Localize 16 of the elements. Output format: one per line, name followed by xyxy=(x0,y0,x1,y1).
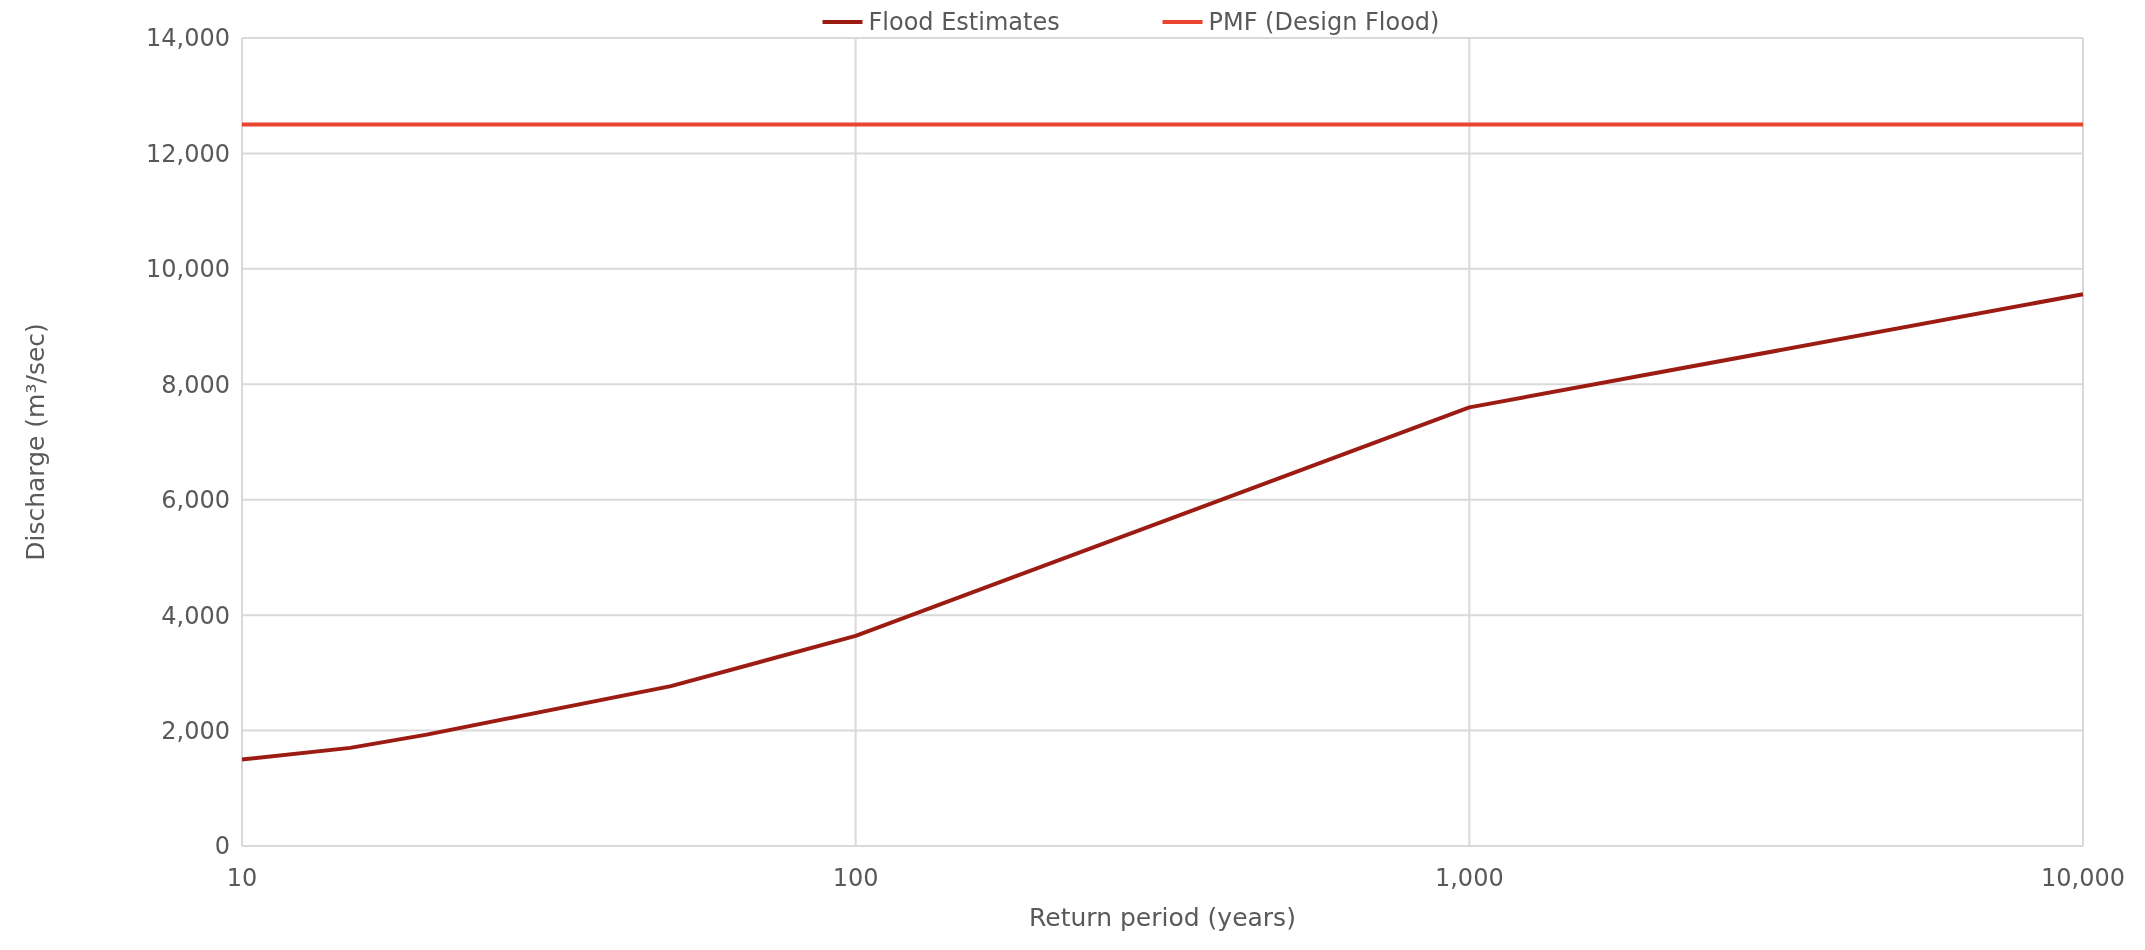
legend-label: PMF (Design Flood) xyxy=(1208,8,1440,37)
y-tick-label: 2,000 xyxy=(161,716,230,745)
y-tick-label: 12,000 xyxy=(146,139,230,168)
y-tick-label: 0 xyxy=(214,832,230,861)
legend-label: Flood Estimates xyxy=(868,8,1060,37)
x-axis-title: Return period (years) xyxy=(1029,903,1296,932)
x-tick-label: 10,000 xyxy=(2041,864,2125,892)
y-tick-label: 10,000 xyxy=(146,255,230,284)
y-tick-label: 14,000 xyxy=(146,24,230,53)
x-tick-label: 100 xyxy=(832,864,879,892)
y-tick-label: 4,000 xyxy=(161,601,230,630)
y-tick-label: 8,000 xyxy=(161,370,230,399)
x-tick-label: 1,000 xyxy=(1434,864,1504,892)
x-tick-label: 10 xyxy=(226,864,258,892)
y-axis-title: Discharge (m³/sec) xyxy=(21,323,50,561)
y-tick-label: 6,000 xyxy=(161,486,230,515)
